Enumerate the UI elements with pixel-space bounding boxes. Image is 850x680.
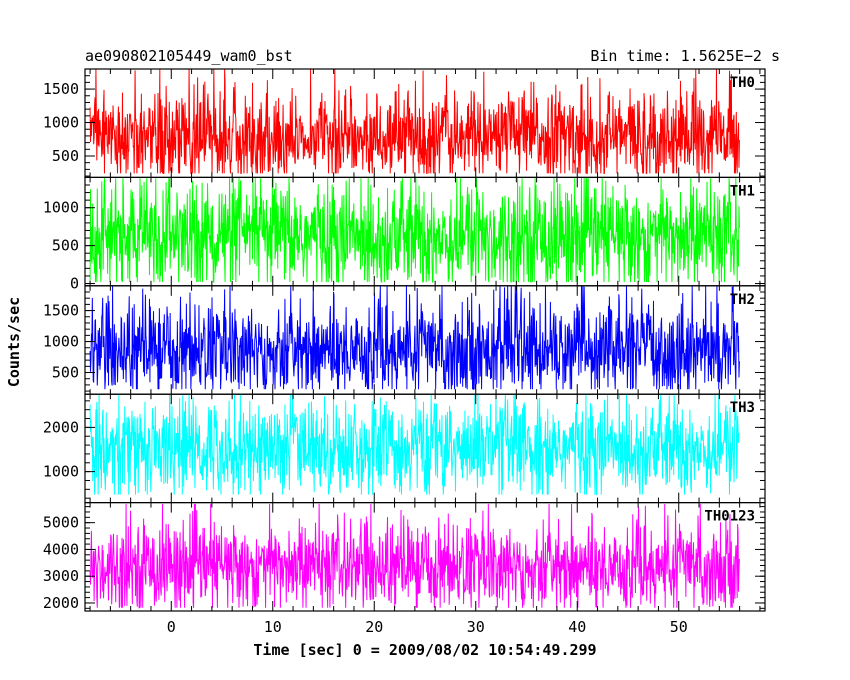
panel-th1: 0 500 1000 TH1: [43, 176, 766, 293]
y-tick-label: 1500: [43, 80, 79, 98]
series-line-th3: [89, 394, 740, 496]
panel-th3: 1000 2000 TH3: [43, 393, 766, 504]
panel-label-th1: TH1: [730, 183, 755, 199]
y-tick-label: 1500: [43, 302, 79, 320]
x-tick-label: 0: [167, 618, 176, 636]
series-line-th1: [89, 178, 740, 284]
series-line-th2: [89, 286, 740, 390]
y-axis-label: Counts/sec: [5, 297, 23, 387]
panel-label-th2: TH2: [730, 292, 755, 308]
panel-frame: [84, 502, 766, 612]
x-tick-label: 30: [467, 618, 485, 636]
y-tick-label: 2000: [43, 418, 79, 436]
panel-th0123: 2000 3000 4000 5000 TH0123: [43, 502, 766, 612]
panel-label-th3: TH3: [730, 400, 755, 416]
panel-th2: 500 1000 1500 TH2: [43, 285, 766, 395]
y-tick-label: 500: [52, 364, 79, 382]
x-tick-label: 40: [568, 618, 586, 636]
y-tick-label: 1000: [43, 463, 79, 481]
y-tick-label: 3000: [43, 567, 79, 585]
y-tick-label: 5000: [43, 514, 79, 532]
panel-th0: 500 1000 1500 TH0: [43, 68, 766, 179]
y-tick-label: 4000: [43, 540, 79, 558]
y-tick-label: 500: [52, 237, 79, 255]
y-tick-label: 0: [70, 275, 79, 293]
x-tick-label: 10: [264, 618, 282, 636]
x-axis-label: Time [sec] 0 = 2009/08/02 10:54:49.299: [253, 641, 596, 659]
panel-label-th0: TH0: [730, 75, 755, 91]
y-tick-label: 1000: [43, 333, 79, 351]
y-tick-label: 1000: [43, 199, 79, 217]
bin-time-label: Bin time: 1.5625E−2 s: [590, 47, 780, 65]
x-tick-label: 50: [670, 618, 688, 636]
series-line-th0123: [89, 503, 740, 609]
y-tick-label: 500: [52, 147, 79, 165]
chart-title: ae090802105449_wam0_bst: [85, 47, 293, 65]
y-tick-label: 1000: [43, 114, 79, 132]
x-tick-label: 20: [365, 618, 383, 636]
series-line-th0: [89, 69, 740, 174]
y-tick-label: 2000: [43, 594, 79, 612]
panel-label-th0123: TH0123: [704, 509, 755, 525]
